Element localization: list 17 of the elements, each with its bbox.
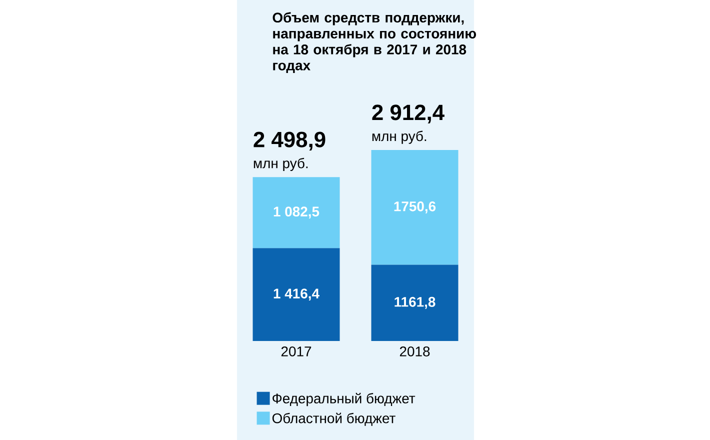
data-label: 1 082,5 [274,206,320,219]
bar [252,248,340,341]
data-label: 1161,8 [394,296,436,309]
x-tick-label: 2018 [400,346,430,356]
bar [371,264,458,341]
annotation: млн руб. [254,158,308,171]
x-tick-label: 2017 [281,346,312,356]
data-label: 1750,6 [394,201,436,214]
bar [252,177,340,248]
chart-title: Объем средств поддержки, направленных по состоянию на 18 октября в 2017 и 2018 годах [272,12,476,74]
legend-label: Областной бюджет [272,412,396,426]
data-label: 1 416,4 [274,288,320,300]
annotation: млн руб. [372,130,426,144]
total-label: 2 912,4 [372,104,444,124]
legend-label: Федеральный бюджет [272,392,416,406]
bar [371,150,458,265]
total-label: 2 498,9 [254,132,326,150]
